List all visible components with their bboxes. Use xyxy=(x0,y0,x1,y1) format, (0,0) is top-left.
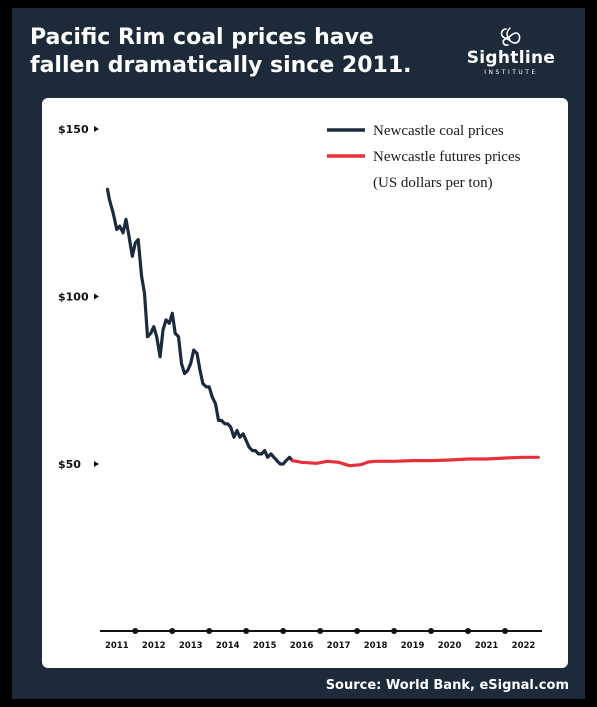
legend-label: Newcastle futures prices xyxy=(373,149,521,165)
legend: Newcastle coal prices Newcastle futures p… xyxy=(327,123,521,191)
legend-label: Newcastle coal prices xyxy=(373,123,504,139)
y-tick-arrow xyxy=(94,461,99,467)
legend-units-note: (US dollars per ton) xyxy=(373,175,493,191)
brand-subtitle: INSTITUTE xyxy=(484,69,538,76)
x-axis: 2011 2012 2013 2014 2015 2016 2017 2018 2019 2020… xyxy=(100,628,542,651)
x-tick-label: 2015 xyxy=(253,641,277,651)
x-axis-marker xyxy=(317,628,324,634)
x-axis-marker xyxy=(465,628,472,634)
x-tick-label: 2021 xyxy=(475,641,499,651)
x-tick-label: 2016 xyxy=(290,641,314,651)
x-axis-marker xyxy=(428,628,435,634)
y-tick-label: $100 xyxy=(58,291,89,304)
x-axis-marker xyxy=(243,628,250,634)
x-axis-marker xyxy=(169,628,176,634)
x-axis-marker xyxy=(280,628,287,634)
x-tick-label: 2011 xyxy=(105,641,129,651)
headline-line-2: fallen dramatically since 2011. xyxy=(30,53,412,78)
y-axis: $150 $100 $50 xyxy=(58,123,99,471)
y-tick-label: $50 xyxy=(58,458,81,471)
chart-panel: $150 $100 $50 2011 2012 2013 2014 2015 2016 2017… xyxy=(42,98,568,668)
chart-svg: $150 $100 $50 2011 2012 2013 2014 2015 2016 2017… xyxy=(58,123,542,651)
brand-name: Sightline xyxy=(466,48,556,68)
x-tick-label: 2017 xyxy=(327,641,351,651)
y-tick-label: $150 xyxy=(58,123,89,136)
x-tick-label: 2013 xyxy=(179,641,203,651)
x-tick-label: 2019 xyxy=(401,641,425,651)
y-tick-arrow xyxy=(94,126,99,132)
y-tick-arrow xyxy=(94,293,99,300)
series-line-coal-prices xyxy=(105,187,294,466)
series-lines xyxy=(105,187,540,468)
x-tick-label: 2022 xyxy=(512,641,536,651)
x-axis-marker xyxy=(502,628,509,634)
x-tick-label: 2014 xyxy=(216,641,240,651)
series-line-futures-prices xyxy=(290,455,540,468)
sightline-brand: Sightline INSTITUTE xyxy=(455,26,567,76)
x-tick-label: 2012 xyxy=(142,641,166,651)
x-tick-label: 2018 xyxy=(364,641,388,651)
x-tick-label: 2020 xyxy=(438,641,462,651)
x-axis-marker xyxy=(391,628,398,634)
x-axis-marker xyxy=(132,628,139,634)
sightline-logo-icon xyxy=(500,27,521,46)
headline-line-1: Pacific Rim coal prices have xyxy=(30,25,374,50)
source-credit: Source: World Bank, eSignal.com xyxy=(325,678,569,693)
headline: Pacific Rim coal prices have fallen dram… xyxy=(30,24,420,80)
x-axis-marker xyxy=(206,628,213,634)
x-axis-marker xyxy=(354,628,361,634)
